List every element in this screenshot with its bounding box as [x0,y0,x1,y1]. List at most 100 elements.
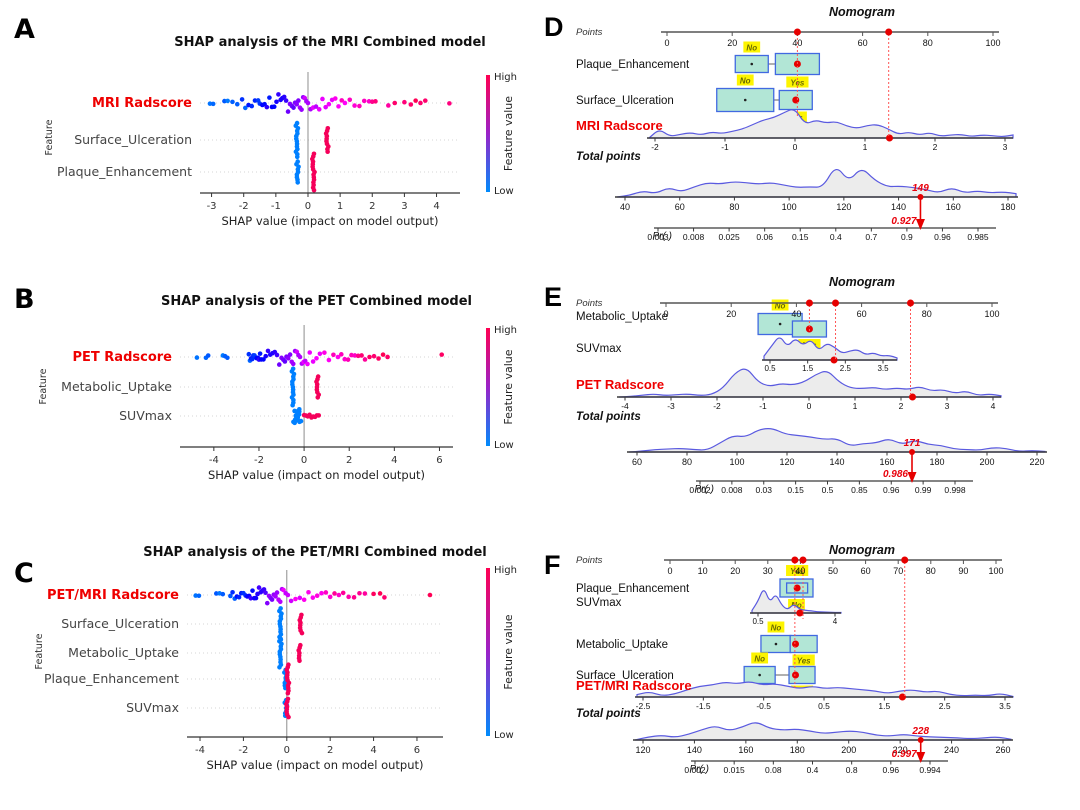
shap-point [293,596,298,602]
shap-point [345,357,351,362]
predictor-label: Surface_Ulceration [576,670,674,682]
shap-point [355,353,361,359]
axis-tick-label: -1 [759,401,767,411]
shap-point [205,353,211,358]
shap-point [380,352,386,357]
feature-label: Metabolic_Uptake [68,645,179,660]
no-dot [750,62,754,66]
shap-point [295,415,301,420]
feature-label: Plaque_Enhancement [44,671,179,686]
feature-points [193,585,433,606]
shap-point [427,592,433,598]
total-tick-label: 60 [632,457,642,467]
value-tag [792,654,815,666]
shap-point [248,595,254,601]
no-dot [758,673,761,677]
points-tick-label: 20 [727,38,737,48]
points-axis-label: Points [576,27,603,38]
value-tag-label: No [791,601,802,610]
shap-point [352,353,358,358]
x-tick-label: 0 [305,201,311,212]
shap-point [339,98,345,103]
feature-label: PET/MRI Radscore [47,588,179,603]
shap-point [439,352,445,357]
total-tick-label: 100 [729,457,744,467]
shap-point [311,187,317,193]
colorbar-title: Feature value [502,614,515,689]
colorbar-title: Feature value [502,96,515,171]
points-marker-dot [907,299,914,307]
panel-letter: D [544,12,564,42]
points-marker-dot [791,556,799,564]
no-dot [778,322,782,326]
points-tick-label: 80 [923,38,933,48]
x-tick-label: 2 [327,745,333,756]
axis-tick-label: 1 [853,401,858,411]
points-marker-dot [793,28,801,36]
nomogram-title: Nomogram [829,275,895,289]
pr-tick-label: 0.08 [765,765,782,775]
selected-value-dot [886,134,893,142]
axis-tick-label: 3.5 [999,701,1011,711]
points-tick-label: 100 [985,38,1000,48]
shap-point [297,406,302,412]
total-points-label: Total points [576,708,641,720]
value-tag-label: No [746,44,757,53]
x-tick-label: 0 [301,455,307,466]
shap-point [263,353,269,359]
shap-point [265,348,271,354]
pr-tick-label: 0.025 [718,232,740,242]
pr-tick-label: 0.985 [967,232,989,242]
feature-points [289,366,322,408]
nomogram-E: ENomogramNoYesMetabolic_Uptake0.51.52.53… [544,275,1047,495]
total-tick-label: 140 [891,202,906,212]
pr-tick-label: 0.015 [724,765,746,775]
predictor-label: SUVmax [576,343,622,355]
selected-value-dot [909,393,916,401]
value-tag-label: No [775,302,786,311]
shap-point [402,99,407,105]
shap-point [213,591,219,596]
points-marker-dot [832,299,840,307]
shap-point [287,352,293,357]
shap-point [239,97,245,102]
shap-point [230,99,235,105]
axis-tick-label: 0.5 [752,617,764,626]
shap-point [263,590,268,596]
shap-point [274,99,279,105]
total-tick-label: 160 [946,202,961,212]
shap-point [220,591,226,597]
total-marker-value: 228 [911,726,929,737]
points-marker-dot [901,556,909,564]
pr-tick-label: 0.4 [807,765,819,775]
shap-point [336,592,342,598]
shap-point [288,598,294,604]
yes-box [789,634,818,654]
shap-point [294,102,300,107]
feature-label: Metabolic_Uptake [61,379,172,394]
shap-point [252,98,258,103]
shap-point [313,104,319,109]
shap-point [357,590,362,596]
panel-letter: F [544,550,561,580]
points-tick-label: 60 [858,38,868,48]
predictor-label: Plaque_Enhancement [576,59,690,71]
shap-point [336,104,341,109]
x-axis-title: SHAP value (impact on model output) [221,214,438,228]
panel-a-shap-mri: A SHAP analysis of the MRI Combined model… [0,0,540,270]
value-tag [751,652,769,664]
pr-tick-label: 0.96 [883,485,900,495]
shap-point [236,594,242,600]
shap-point [413,98,418,103]
feature-label: Surface_Ulceration [74,132,192,147]
total-tick-label: 140 [829,457,844,467]
shap-plot-A: A SHAP analysis of the MRI Combined model… [14,14,517,228]
total-tick-label: 220 [893,745,908,755]
feature-label: Plaque_Enhancement [57,164,192,179]
total-marker-value: 149 [912,183,929,194]
shap-point [422,98,428,103]
shap-point [317,351,323,357]
value-tag [788,599,805,610]
axis-tick-label: 2.5 [939,701,951,711]
